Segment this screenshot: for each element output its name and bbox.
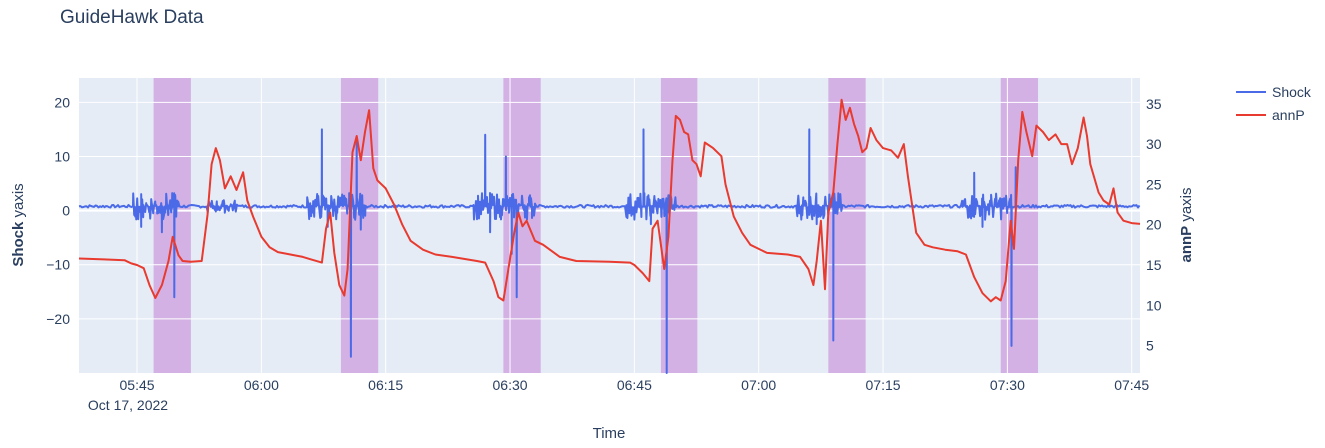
y2-axis-title: annP yaxis [1178,187,1195,262]
y1-tick-label: 10 [54,148,70,164]
y2-tick-label: 35 [1146,96,1162,112]
x-tick-label: 07:15 [866,377,901,393]
y2-axis-title-bold: annP [1178,226,1195,263]
y1-tick-label: −10 [46,257,70,273]
x-axis-title: Time [593,425,626,442]
y1-axis-title-bold: Shock [10,221,27,267]
plot-background [79,78,1140,373]
shaded-period-2 [340,78,379,373]
x-tick-label: 06:45 [617,377,652,393]
x-gridlines [136,78,1133,373]
y2-tick-label: 25 [1146,176,1162,192]
shock-series-line [78,128,1141,374]
x-tick-label: 07:30 [990,377,1025,393]
shaded-period-6 [1000,78,1039,373]
y2-tick-label: 30 [1146,136,1162,152]
x-tick-label: 06:30 [493,377,528,393]
shaded-period-5 [828,78,866,373]
y2-tick-labels: 35 30 25 20 15 10 5 [1146,96,1162,354]
legend-label-shock: Shock [1272,84,1312,100]
x-tick-label: 06:00 [244,377,279,393]
y2-tick-label: 10 [1146,297,1162,313]
legend-item-shock[interactable]: Shock [1236,84,1312,100]
y1-tick-label: 0 [62,203,70,219]
chart-title: GuideHawk Data [60,7,204,28]
legend-item-annp[interactable]: annP [1236,107,1305,123]
annp-series-line [78,98,1141,303]
y2-tick-label: 20 [1146,217,1162,233]
shaded-period-1 [153,78,191,373]
x-tick-label: 06:15 [368,377,403,393]
y2-tick-label: 5 [1146,338,1154,354]
y2-axis-title-rest: yaxis [1178,187,1195,225]
y1-axis-title-rest: yaxis [10,183,27,221]
y-gridlines [79,101,1140,320]
legend-label-annp: annP [1272,107,1305,123]
x-tick-label: 07:45 [1114,377,1149,393]
x-tick-labels: 05:45 06:00 06:15 06:30 06:45 07:00 07:15 07:30… [120,377,1150,393]
y1-tick-labels: 20 10 0 −10 −20 [46,94,70,327]
y1-tick-label: −20 [46,311,70,327]
x-tick-label: 05:45 [120,377,155,393]
y1-tick-label: 20 [54,94,70,110]
legend[interactable]: Shock annP [1236,84,1312,123]
shaded-periods [153,78,1039,373]
y1-axis-title: Shock yaxis [10,183,27,266]
x-tick-label: 07:00 [741,377,776,393]
x-tick-date-label: Oct 17, 2022 [88,397,168,413]
y2-tick-label: 15 [1146,257,1162,273]
